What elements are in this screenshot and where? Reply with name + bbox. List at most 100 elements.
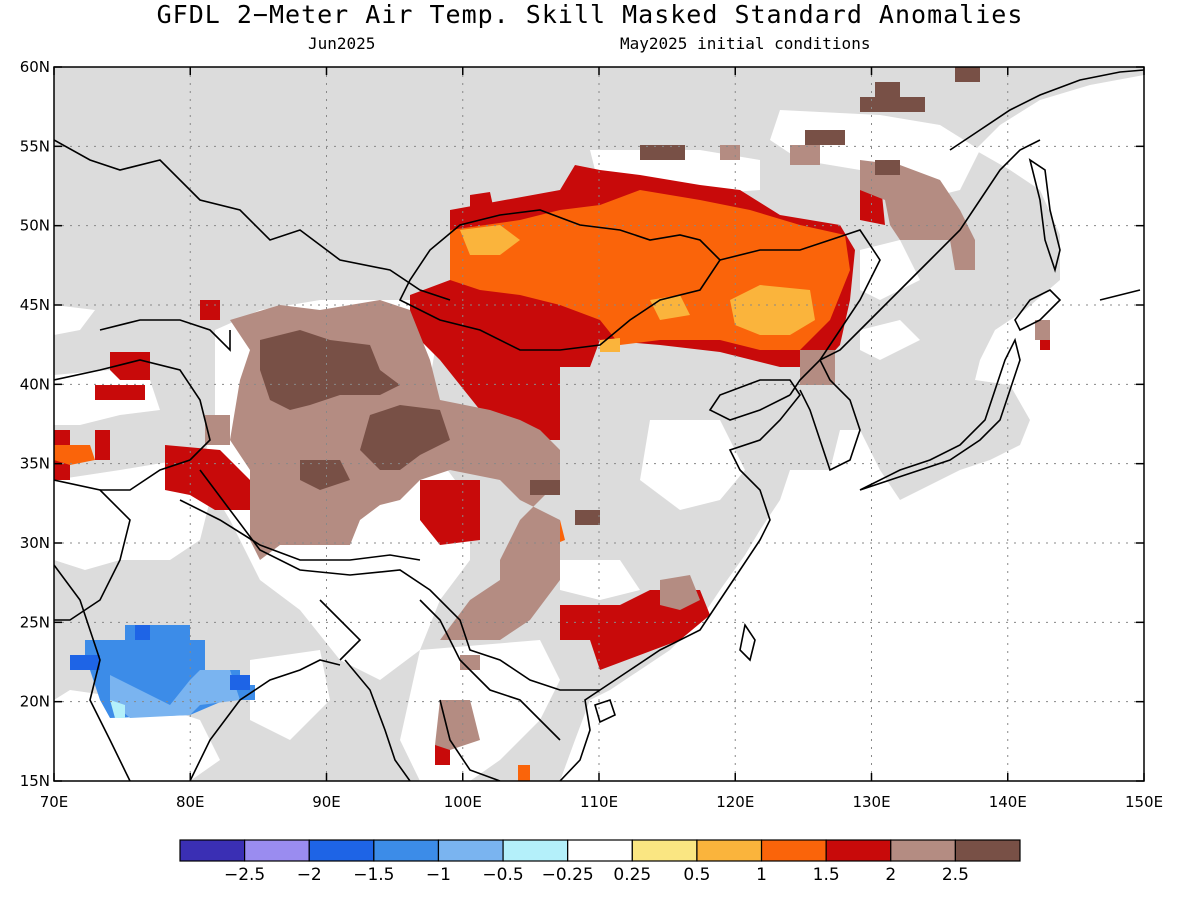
russia-north-coast [949, 69, 1144, 151]
colorbar-swatch [437, 839, 504, 862]
anomaly-region-1_5-2 [470, 192, 495, 215]
anomaly-region-above-2_5 [875, 160, 900, 175]
anomaly-region-1_5-2 [110, 352, 150, 380]
lat-tick-label: 50N [20, 217, 50, 235]
colorbar: −2.5 −2 −1.5 −1 −0.5 −0.25 0.25 0.5 1 1.5 2 2.5 [179, 839, 1021, 885]
colorbar-label: 2.5 [942, 865, 969, 885]
anomaly-region-1_5-2 [200, 300, 220, 320]
anomaly-region-2-2_5 [1035, 320, 1050, 340]
anomaly-region-above-2_5 [955, 67, 980, 82]
china-northeast-border [719, 229, 881, 396]
lon-tick-label: 100E [444, 793, 482, 811]
anomaly-region-neg-0_5-neg-0_25 [110, 700, 125, 718]
near-zero-region [54, 305, 95, 335]
lat-tick-label: 45N [20, 296, 50, 314]
anomaly-region-neg-1-neg-0_5 [110, 670, 240, 718]
anomaly-region-2-2_5 [800, 350, 835, 385]
kazakhstan-south-border [99, 319, 231, 352]
colorbar-label: 0.25 [613, 865, 651, 885]
himalaya-border [179, 499, 421, 561]
colorbar-label: 2 [885, 865, 896, 885]
lat-tick-label: 35N [20, 455, 50, 473]
anomaly-region-1-1_5 [518, 765, 530, 781]
anomaly-region-2-2_5 [860, 160, 975, 270]
colorbar-label: −0.5 [482, 865, 523, 885]
japan-hokkaido [1014, 289, 1062, 332]
colorbar-swatch [696, 839, 763, 862]
lon-tick-label: 80E [176, 793, 205, 811]
mongolia-border [398, 209, 722, 351]
hainan [594, 698, 616, 724]
lat-tick-label: 20N [20, 693, 50, 711]
lat-tick-label: 40N [20, 375, 50, 393]
anomaly-region-1_5-2 [435, 745, 450, 765]
anomaly-region-0_5-1 [650, 295, 690, 320]
colorbar-swatch [567, 839, 633, 862]
southeast-asia-borders [419, 599, 561, 741]
anomaly-region-2-2_5 [720, 145, 740, 160]
colorbar-swatch [954, 839, 1021, 862]
anomaly-region-above-2_5 [300, 460, 350, 490]
anomaly-region-above-2_5 [575, 510, 600, 525]
anomaly-region-2-2_5 [435, 700, 480, 750]
lat-tick-label: 25N [20, 613, 50, 631]
colorbar-swatch [179, 839, 246, 862]
lon-tick-label: 110E [580, 793, 618, 811]
anomaly-region-above-2_5 [530, 480, 560, 495]
kamchatka-hint [1099, 289, 1141, 301]
east-asia-coastline [189, 659, 341, 781]
initial-conditions-label: May2025 initial conditions [620, 34, 871, 53]
anomaly-region-above-2_5 [805, 130, 845, 145]
sakhalin [1028, 158, 1061, 273]
colorbar-label: −1 [426, 865, 451, 885]
anomaly-region-1_5-2 [95, 430, 110, 460]
forecast-month: Jun2025 [308, 34, 376, 53]
pakistan-border [54, 479, 131, 621]
colorbar-swatch [760, 839, 827, 862]
lat-tick-label: 60N [20, 58, 50, 76]
lat-tick-label: 55N [20, 137, 50, 155]
china-southwest-border [199, 469, 600, 691]
lon-tick-label: 150E [1125, 793, 1163, 811]
lon-tick-label: 90E [312, 793, 341, 811]
anomaly-region-0_5-1 [460, 225, 520, 255]
lon-tick-label: 130E [852, 793, 890, 811]
anomaly-region-2-2_5 [790, 145, 820, 165]
colorbar-label: 1 [756, 865, 767, 885]
russia-kazakhstan-border [54, 139, 451, 301]
political-borders [54, 139, 881, 741]
anomaly-region-above-2_5 [640, 145, 685, 160]
near-zero-region [560, 560, 640, 600]
near-zero-region [640, 420, 745, 510]
bay-of-bengal-coast [344, 659, 411, 781]
colorbar-label: −1.5 [353, 865, 394, 885]
anomaly-region-above-2_5 [860, 82, 925, 112]
lon-tick-label: 140E [989, 793, 1027, 811]
longitude-axis: 70E 80E 90E 100E 110E 120E 130E 140E 150E [40, 67, 1163, 811]
anomaly-region-2-2_5 [460, 655, 480, 670]
colorbar-label: −0.25 [542, 865, 594, 885]
anomaly-region-0_5-1 [600, 338, 620, 352]
colorbar-label: −2.5 [224, 865, 265, 885]
anomaly-region-above-2_5 [360, 405, 450, 470]
near-zero-region [860, 320, 920, 360]
colorbar-label: 1.5 [813, 865, 840, 885]
korea-coast [799, 139, 1041, 472]
anomaly-region-neg-2-neg-1_5 [230, 675, 250, 690]
anomaly-region-1_5-2 [95, 385, 145, 400]
near-zero-region [250, 650, 330, 740]
sri-lanka-mainland-tip [54, 564, 131, 781]
anomaly-region-1-1_5 [54, 445, 95, 465]
colorbar-swatch [825, 839, 892, 862]
india-bangladesh-border [319, 599, 362, 661]
colorbar-label: 0.5 [683, 865, 710, 885]
anomaly-region-2-2_5 [205, 415, 230, 445]
colorbar-swatch [244, 839, 310, 862]
anomaly-region-2-2_5 [660, 575, 700, 610]
colorbar-swatch [631, 839, 698, 862]
lat-tick-label: 15N [20, 772, 50, 790]
taiwan [739, 622, 756, 662]
lon-tick-label: 70E [40, 793, 69, 811]
colorbar-swatch [308, 839, 375, 862]
